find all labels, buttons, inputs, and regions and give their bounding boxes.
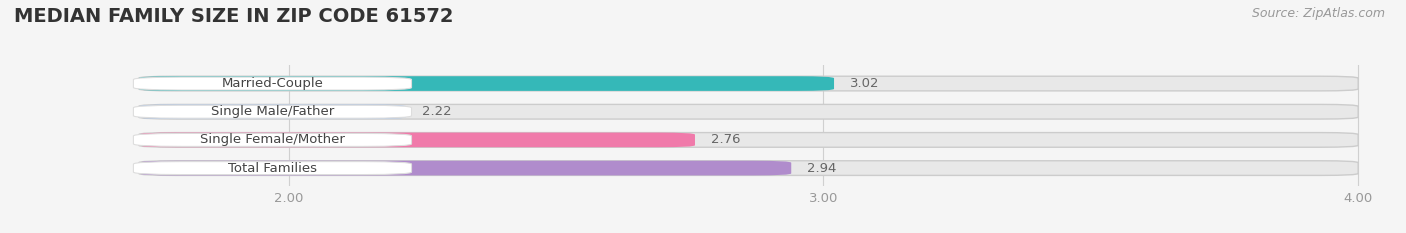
Text: 2.76: 2.76 <box>711 134 741 146</box>
Text: Total Families: Total Families <box>228 161 316 175</box>
Text: 2.94: 2.94 <box>807 161 837 175</box>
FancyBboxPatch shape <box>139 76 1358 91</box>
Text: Single Female/Mother: Single Female/Mother <box>200 134 344 146</box>
FancyBboxPatch shape <box>139 104 1358 119</box>
Text: 3.02: 3.02 <box>851 77 880 90</box>
FancyBboxPatch shape <box>139 133 695 147</box>
FancyBboxPatch shape <box>139 161 792 175</box>
Text: 2.22: 2.22 <box>422 105 451 118</box>
Text: Married-Couple: Married-Couple <box>222 77 323 90</box>
Text: MEDIAN FAMILY SIZE IN ZIP CODE 61572: MEDIAN FAMILY SIZE IN ZIP CODE 61572 <box>14 7 454 26</box>
FancyBboxPatch shape <box>134 105 412 118</box>
FancyBboxPatch shape <box>139 76 834 91</box>
FancyBboxPatch shape <box>134 162 412 175</box>
FancyBboxPatch shape <box>134 134 412 146</box>
Text: Source: ZipAtlas.com: Source: ZipAtlas.com <box>1251 7 1385 20</box>
FancyBboxPatch shape <box>139 133 1358 147</box>
FancyBboxPatch shape <box>134 77 412 90</box>
FancyBboxPatch shape <box>139 161 1358 175</box>
FancyBboxPatch shape <box>139 104 406 119</box>
Text: Single Male/Father: Single Male/Father <box>211 105 335 118</box>
